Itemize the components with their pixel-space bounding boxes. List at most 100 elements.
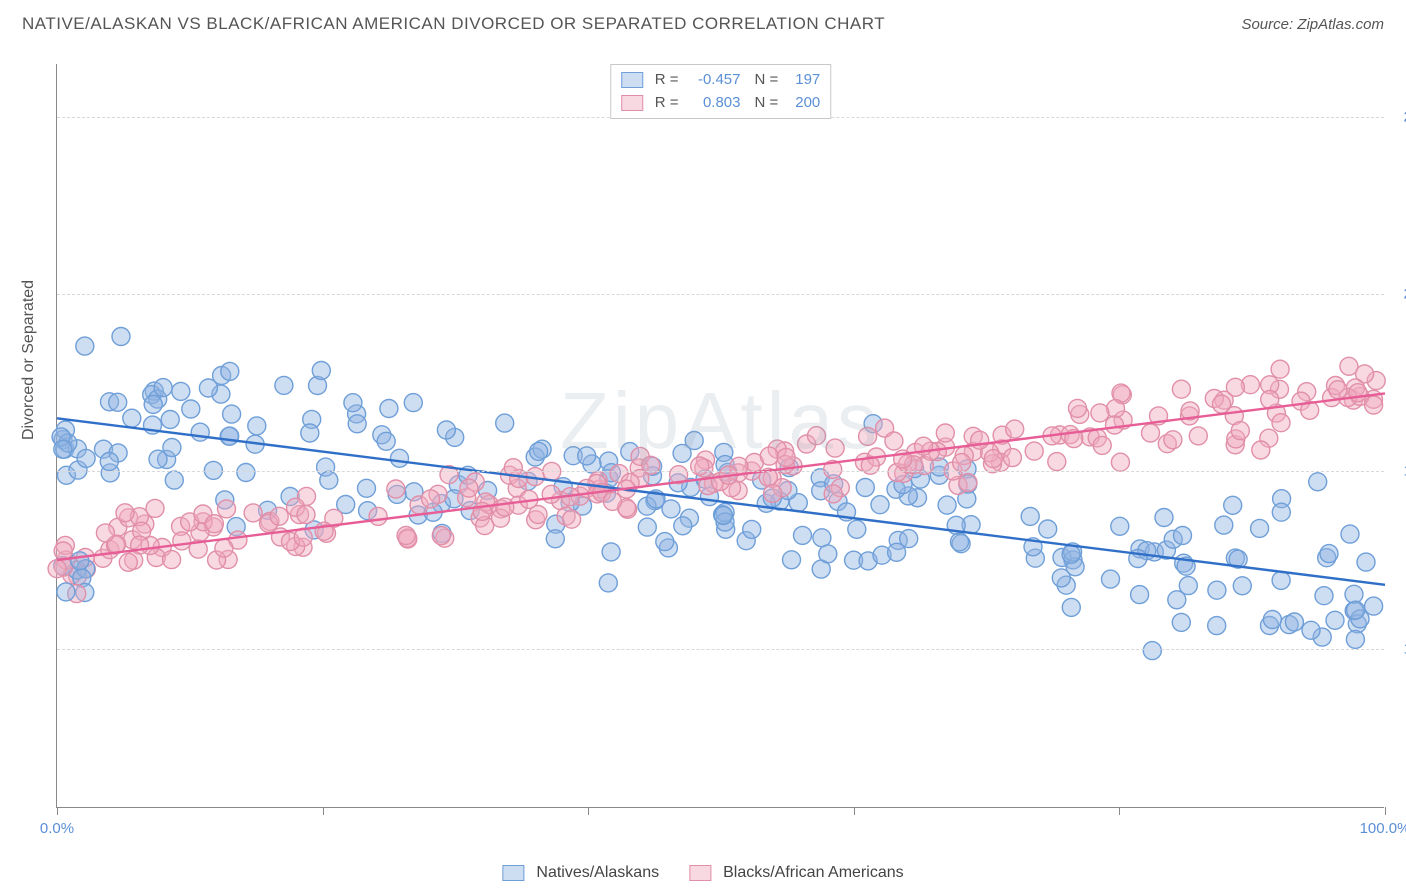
legend-n-label: N = xyxy=(755,69,779,92)
data-point xyxy=(546,530,564,548)
data-point xyxy=(1093,436,1111,454)
data-point xyxy=(205,515,223,533)
data-point xyxy=(391,449,409,467)
legend-r-label: R = xyxy=(655,92,679,115)
data-point xyxy=(959,474,977,492)
x-tick-label: 100.0% xyxy=(1360,820,1406,837)
data-point xyxy=(312,362,330,380)
data-point xyxy=(1340,357,1358,375)
data-point xyxy=(824,485,842,503)
data-point xyxy=(221,427,239,445)
data-point xyxy=(656,533,674,551)
legend-row-series-1: R = -0.457 N = 197 xyxy=(621,69,821,92)
data-point xyxy=(116,504,134,522)
data-point xyxy=(1357,553,1375,571)
data-point xyxy=(204,461,222,479)
data-point xyxy=(77,449,95,467)
chart-title: NATIVE/ALASKAN VS BLACK/AFRICAN AMERICAN… xyxy=(22,14,885,34)
data-point xyxy=(48,560,66,578)
data-point xyxy=(1062,545,1080,563)
data-point xyxy=(783,551,801,569)
data-point xyxy=(496,414,514,432)
legend-n-value-2: 200 xyxy=(784,92,820,115)
data-point xyxy=(1272,414,1290,432)
grid-line xyxy=(57,649,1384,650)
data-point xyxy=(1233,577,1251,595)
data-point xyxy=(270,507,288,525)
legend-label-1: Natives/Alaskans xyxy=(536,864,659,882)
data-point xyxy=(1048,453,1066,471)
data-point xyxy=(123,409,141,427)
data-point xyxy=(1006,420,1024,438)
data-point xyxy=(275,376,293,394)
data-point xyxy=(1091,404,1109,422)
scatter-svg xyxy=(57,64,1384,807)
data-point xyxy=(76,337,94,355)
data-point xyxy=(1263,611,1281,629)
data-point xyxy=(1062,598,1080,616)
data-point xyxy=(154,379,172,397)
data-point xyxy=(1102,570,1120,588)
data-point xyxy=(1309,473,1327,491)
data-point xyxy=(859,427,877,445)
legend-row-series-2: R = 0.803 N = 200 xyxy=(621,92,821,115)
data-point xyxy=(936,424,954,442)
data-point xyxy=(1365,396,1383,414)
data-point xyxy=(1021,507,1039,525)
data-point xyxy=(826,439,844,457)
data-point xyxy=(358,479,376,497)
data-point xyxy=(244,504,262,522)
data-point xyxy=(1347,601,1365,619)
legend-r-value-2: 0.803 xyxy=(685,92,741,115)
data-point xyxy=(1329,381,1347,399)
data-point xyxy=(1172,380,1190,398)
series-legend: Natives/Alaskans Blacks/African American… xyxy=(502,864,903,882)
data-point xyxy=(764,484,782,502)
scatter-series xyxy=(52,328,1383,660)
data-point xyxy=(1349,384,1367,402)
legend-r-label: R = xyxy=(655,69,679,92)
data-point xyxy=(100,453,118,471)
legend-n-label: N = xyxy=(755,92,779,115)
data-point xyxy=(248,417,266,435)
data-point xyxy=(146,499,164,517)
data-point xyxy=(218,500,236,518)
legend-r-value-1: -0.457 xyxy=(685,69,741,92)
data-point xyxy=(223,405,241,423)
legend-swatch-2 xyxy=(621,95,643,111)
data-point xyxy=(397,527,415,545)
data-point xyxy=(638,518,656,536)
data-point xyxy=(813,529,831,547)
data-point xyxy=(599,574,617,592)
data-point xyxy=(542,485,560,503)
data-point xyxy=(404,394,422,412)
data-point xyxy=(1172,613,1190,631)
y-tick-label: 20.0% xyxy=(1392,286,1406,303)
data-point xyxy=(984,450,1002,468)
y-tick-label: 15.0% xyxy=(1392,463,1406,480)
data-point xyxy=(1261,391,1279,409)
data-point xyxy=(1252,441,1270,459)
data-point xyxy=(1213,395,1231,413)
data-point xyxy=(163,439,181,457)
data-point xyxy=(1155,509,1173,527)
data-point xyxy=(460,479,478,497)
data-point xyxy=(348,415,366,433)
data-point xyxy=(1106,416,1124,434)
data-point xyxy=(1003,449,1021,467)
data-point xyxy=(163,551,181,569)
data-point xyxy=(1052,569,1070,587)
y-tick-label: 10.0% xyxy=(1392,640,1406,657)
data-point xyxy=(1365,597,1383,615)
data-point xyxy=(885,432,903,450)
legend-swatch-bottom-1 xyxy=(502,865,524,881)
data-point xyxy=(1208,581,1226,599)
data-point xyxy=(199,379,217,397)
data-point xyxy=(856,479,874,497)
legend-label-2: Blacks/African Americans xyxy=(723,864,904,882)
data-point xyxy=(1143,642,1161,660)
data-point xyxy=(172,382,190,400)
data-point xyxy=(119,553,137,571)
data-point xyxy=(1226,378,1244,396)
data-point xyxy=(1302,621,1320,639)
